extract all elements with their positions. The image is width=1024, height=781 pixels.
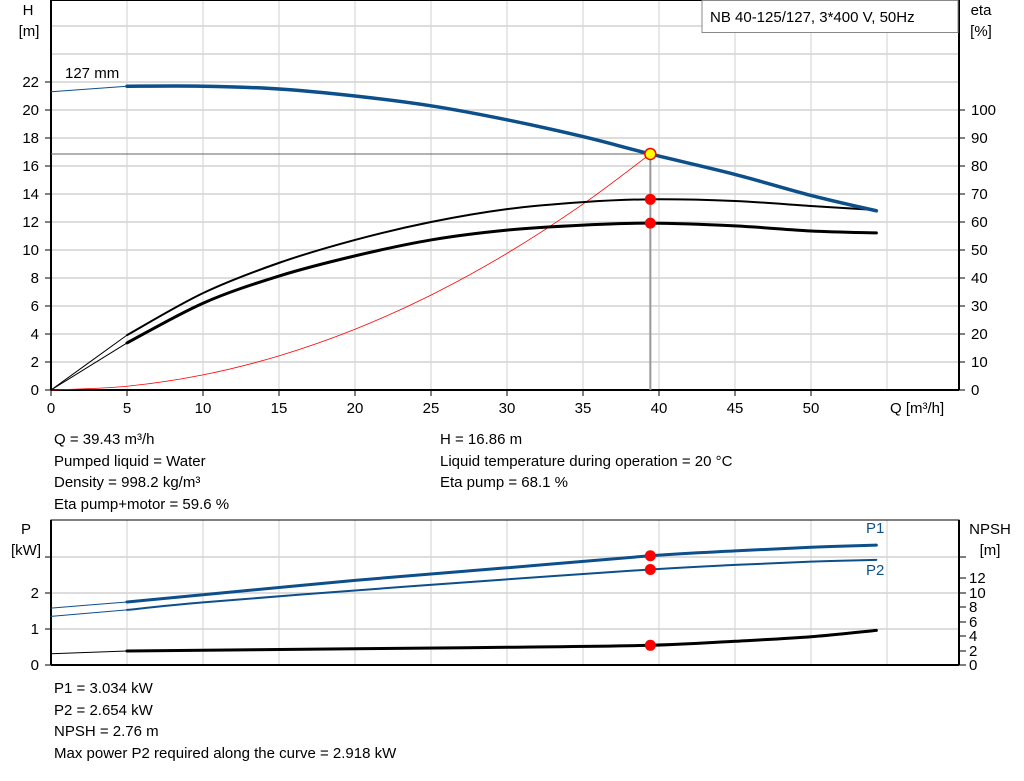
npsh-tick-label: 2 [969,643,977,660]
info-p2: P2 = 2.654 kW [54,701,153,719]
p1-duty-point [644,550,656,562]
y-tick-label: 10 [22,242,39,259]
npsh-duty-point [644,639,656,651]
head-curve [125,84,879,213]
eta-tick-label: 70 [971,186,988,203]
info-bottom: P1 = 3.034 kW P2 = 2.654 kW NPSH = 2.76 … [54,678,396,764]
x-tick-label: 5 [123,400,131,417]
info-h: H = 16.86 m [440,431,523,448]
x-tick-label: 30 [499,400,516,417]
y-tick-label: 18 [22,130,39,147]
y-axis-label: H [23,2,34,19]
eta-total-curve-extension [50,342,128,391]
info-eta-total: Eta pump+motor = 59.6 % [54,495,230,513]
eta-axis-label: eta [971,2,993,19]
y-tick-label: 4 [31,326,39,343]
y-tick-label: 12 [22,214,39,231]
npsh-axis-unit: [m] [980,542,1001,559]
eta-tick-label: 30 [971,298,988,315]
p2-duty-point [644,563,656,575]
eta-tick-label: 60 [971,214,988,231]
p1-curve-extension [50,601,128,609]
x-tick-label: 40 [651,400,668,417]
p2-curve-extension [50,609,128,617]
curve-diameter-label: 127 mm [65,65,119,82]
x-tick-label: 45 [727,400,744,417]
npsh-tick-label: 10 [969,585,986,602]
plot-frame [50,0,960,391]
x-axis-label: Q [m³/h] [890,400,944,417]
eta-tick-label: 20 [971,326,988,343]
eta-total-duty-point [644,217,656,229]
eta-tick-label: 0 [971,382,979,399]
y-tick-label: 16 [22,158,39,175]
x-tick-label: 35 [575,400,592,417]
eta-tick-label: 50 [971,242,988,259]
system-curve [50,153,651,391]
info-liquid: Pumped liquid = Water [54,452,206,470]
eta-tick-label: 90 [971,130,988,147]
chart-title: NB 40-125/127, 3*400 V, 50Hz [710,9,915,26]
p1-curve [125,543,878,604]
x-tick-label: 50 [803,400,820,417]
eta-axis-unit: [%] [970,23,992,40]
x-tick-label: 15 [271,400,288,417]
npsh-tick-label: 8 [969,599,977,616]
info-density: Density = 998.2 kg/m³ [54,474,201,491]
info-eta-pump: Eta pump = 68.1 % [440,474,568,491]
npsh-tick-label: 12 [969,570,986,587]
title-box [701,0,959,33]
info-q: Q = 39.43 m³/h [54,431,155,448]
y-tick-label: 22 [22,74,39,91]
power-axis-label: P [21,521,31,538]
eta-pump-duty-point [644,193,656,205]
npsh-tick-label: 0 [969,657,977,674]
info-max-p2: Max power P2 required along the curve = … [54,744,397,762]
eta-tick-label: 40 [971,270,988,287]
info-temperature: Liquid temperature during operation = 20… [440,452,733,470]
y-tick-label: 6 [31,298,39,315]
info-right: H = 16.86 m Liquid temperature during op… [440,429,732,494]
eta-tick-label: 100 [971,102,996,119]
x-tick-label: 10 [195,400,212,417]
eta-tick-label: 80 [971,158,988,175]
head-duty-point [644,147,657,161]
npsh-curve-extension [50,650,128,655]
y-tick-label: 14 [22,186,39,203]
x-tick-label: 20 [347,400,364,417]
eta-tick-label: 10 [971,354,988,371]
head-curve-extension [50,85,128,93]
p1-label: P1 [866,520,884,537]
npsh-tick-label: 4 [969,628,977,645]
x-tick-label: 25 [423,400,440,417]
x-tick-label: 0 [47,400,55,417]
y-tick-label: 20 [22,102,39,119]
eta-pump-curve [126,198,878,337]
info-p1: P1 = 3.034 kW [54,680,153,697]
p2-curve [126,558,878,611]
power-tick-label: 1 [31,621,39,638]
power-tick-label: 2 [31,585,39,602]
eta-total-curve [125,221,878,345]
y-tick-label: 2 [31,354,39,371]
power-axis-unit: [kW] [11,542,41,559]
npsh-axis-label: NPSH [969,521,1011,538]
npsh-tick-label: 6 [969,614,977,631]
power-tick-label: 0 [31,657,39,674]
y-tick-label: 8 [31,270,39,287]
info-left: Q = 39.43 m³/h Pumped liquid = Water Den… [54,429,229,515]
npsh-curve [125,628,878,653]
p2-label: P2 [866,562,884,579]
y-axis-unit: [m] [19,23,40,40]
info-npsh: NPSH = 2.76 m [54,723,159,740]
y-tick-label: 0 [31,382,39,399]
